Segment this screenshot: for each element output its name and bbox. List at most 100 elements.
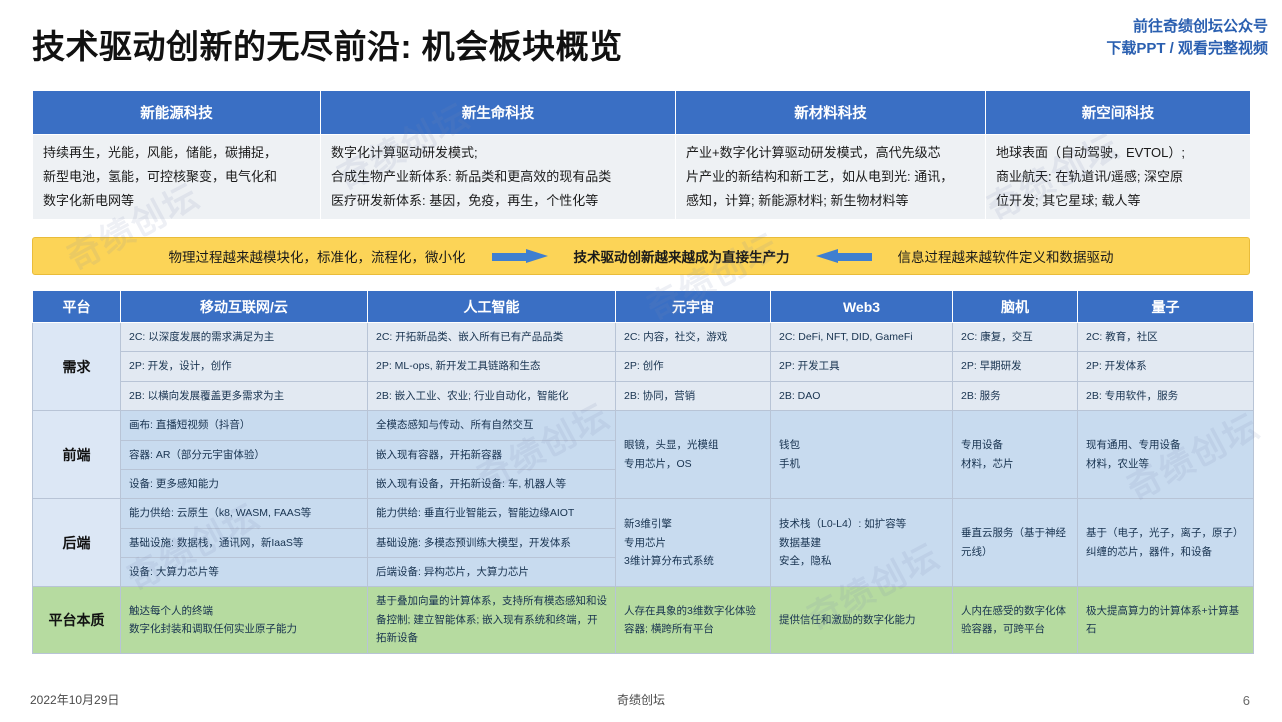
tech-cell-new-energy: 持续再生，光能，风能，储能，碳捕捉， 新型电池，氢能，可控核聚变，电气化和 数字…: [32, 133, 321, 221]
tech-table-header-row: 新能源科技 新生命科技 新材料科技 新空间科技: [32, 90, 1251, 135]
cell-essence-bci: 人内在感受的数字化体验容器，可跨平台: [952, 586, 1078, 654]
top-right-promo[interactable]: 前往奇绩创坛公众号 下载PPT / 观看完整视频: [1106, 16, 1268, 60]
cell-back-mobile-3: 设备: 大算力芯片等: [120, 556, 368, 588]
cell-line: 眼镜，头显，光模组: [624, 439, 719, 452]
cell-back-mobile-1: 能力供给: 云原生（k8, WASM, FAAS等: [120, 498, 368, 529]
matrix-rowlabel-backend: 后端: [32, 498, 121, 588]
cell-line: 专用芯片: [624, 536, 666, 549]
platform-matrix-table: 平台 移动互联网/云 人工智能 元宇宙 Web3 脑机 量子 需求 2C: 以深…: [32, 290, 1254, 654]
tech-cell-line: 位开发; 其它星球; 载人等: [996, 193, 1141, 209]
tech-header-new-material: 新材料科技: [675, 90, 986, 135]
tech-overview-table: 新能源科技 新生命科技 新材料科技 新空间科技 持续再生，光能，风能，储能，碳捕…: [32, 90, 1251, 221]
cell-demand-web3-2p: 2P: 开发工具: [770, 351, 953, 382]
tech-cell-line: 商业航天: 在轨道讯/遥感; 深空原: [996, 169, 1184, 185]
cell-back-metaverse: 新3维引擎 专用芯片 3维计算分布式系统: [615, 498, 771, 588]
tech-cell-new-life: 数字化计算驱动研发模式; 合成生物产业新体系: 新品类和更高效的现有品类 医疗研…: [320, 133, 676, 221]
table-row: 需求 2C: 以深度发展的需求满足为主 2C: 开拓新品类、嵌入所有已有产品品类…: [32, 321, 1254, 412]
cell-demand-web3-2b: 2B: DAO: [770, 380, 953, 412]
cell-line: 材料，农业等: [1086, 457, 1149, 470]
promo-line-1: 前往奇绩创坛公众号: [1132, 18, 1268, 35]
matrix-col-quantum: 量子: [1077, 290, 1254, 323]
footer-brand: 奇绩创坛: [616, 693, 665, 707]
cell-line: 新3维引擎: [624, 518, 672, 531]
cell-demand-ai-2c: 2C: 开拓新品类、嵌入所有已有产品品类: [367, 321, 616, 353]
footer-divider: [0, 675, 1282, 676]
arrow-left-icon: [815, 248, 872, 264]
cell-demand-web3-2c: 2C: DeFi, NFT, DID, GameFi: [770, 321, 953, 353]
footer-date: 2022年10月29日: [30, 693, 120, 707]
matrix-rowlabel-essence: 平台本质: [32, 586, 121, 654]
tech-header-new-space: 新空间科技: [985, 90, 1251, 135]
cell-demand-ai-2b: 2B: 嵌入工业、农业; 行业自动化，智能化: [367, 380, 616, 412]
cell-back-ai-1: 能力供给: 垂直行业智能云，智能边缘AIOT: [367, 498, 616, 529]
cell-line: 专用设备: [961, 439, 1003, 452]
matrix-col-mobile: 移动互联网/云: [120, 290, 368, 323]
tech-cell-line: 合成生物产业新体系: 新品类和更高效的现有品类: [331, 169, 612, 185]
tech-cell-line: 产业+数字化计算驱动研发模式，高代先级芯: [686, 145, 941, 160]
banner-center-text: 技术驱动创新越来越成为直接生产力: [573, 250, 790, 265]
cell-front-mobile-2: 容器: AR（部分元宇宙体验）: [120, 439, 368, 470]
tech-cell-new-material: 产业+数字化计算驱动研发模式，高代先级芯 片产业的新结构和新工艺，如从电到光: …: [675, 133, 986, 221]
cell-essence-web3: 提供信任和激励的数字化能力: [770, 586, 953, 654]
matrix-col-web3: Web3: [770, 290, 953, 323]
cell-line: 技术栈（L0-L4）: 如扩容等: [779, 518, 907, 531]
cell-back-quantum: 基于（电子，光子，离子，原子）纠缠的芯片，器件，和设备: [1077, 498, 1254, 588]
cell-line: 手机: [779, 457, 800, 470]
cell-line: 专用芯片，OS: [624, 457, 692, 470]
tech-cell-line: 数字化新电网等: [43, 193, 135, 209]
matrix-col-bci: 脑机: [952, 290, 1078, 323]
cell-essence-quantum: 极大提高算力的计算体系+计算基石: [1077, 586, 1254, 654]
tech-cell-line: 新型电池，氢能，可控核聚变，电气化和: [43, 169, 278, 185]
cell-front-ai-2: 嵌入现有容器，开拓新容器: [367, 439, 616, 470]
cell-demand-quantum-2c: 2C: 教育，社区: [1077, 321, 1254, 353]
cell-back-ai-3: 后端设备: 异构芯片，大算力芯片: [367, 556, 616, 588]
cell-demand-quantum-2b: 2B: 专用软件，服务: [1077, 380, 1254, 412]
cell-essence-ai: 基于叠加向量的计算体系，支持所有模态感知和设备控制; 建立智能体系; 嵌入现有系…: [367, 586, 616, 654]
table-row: 平台本质 触达每个人的终端 数字化封装和调取任何实业原子能力 基于叠加向量的计算体…: [32, 586, 1254, 654]
table-row: 基础设施: 数据栈，通讯网，新IaaS等 基础设施: 多模态预训练大模型，开发体…: [33, 527, 1254, 559]
cell-back-ai-2: 基础设施: 多模态预训练大模型，开发体系: [367, 527, 616, 559]
cell-demand-metaverse-2c: 2C: 内容，社交，游戏: [615, 321, 771, 353]
table-row: 2B: 以横向发展覆盖更多需求为主 2B: 嵌入工业、农业; 行业自动化，智能化…: [33, 380, 1254, 412]
cell-demand-bci-2p: 2P: 早期研发: [952, 351, 1078, 382]
table-row: 容器: AR（部分元宇宙体验） 嵌入现有容器，开拓新容器: [33, 439, 1254, 470]
cell-front-mobile-1: 画布: 直播短视频（抖音）: [120, 410, 368, 441]
cell-line: 钱包: [779, 439, 800, 452]
tech-cell-line: 医疗研发新体系: 基因，免疫，再生，个性化等: [331, 193, 599, 209]
tech-header-new-life: 新生命科技: [320, 90, 676, 135]
cell-back-bci: 垂直云服务（基于神经元线）: [952, 498, 1078, 588]
cell-front-metaverse: 眼镜，头显，光模组 专用芯片，OS: [615, 410, 771, 500]
cell-essence-mobile: 触达每个人的终端 数字化封装和调取任何实业原子能力: [120, 586, 368, 654]
tech-cell-line: 地球表面（自动驾驶，EVTOL）;: [996, 145, 1186, 160]
banner-right-text: 信息过程越来越软件定义和数据驱动: [897, 250, 1114, 265]
cell-demand-ai-2p: 2P: ML-ops, 新开发工具链路和生态: [367, 351, 616, 382]
tech-cell-line: 感知，计算; 新能源材料; 新生物材料等: [686, 193, 909, 209]
table-row: 后端 能力供给: 云原生（k8, WASM, FAAS等 能力供给: 垂直行业智…: [32, 498, 1254, 588]
cell-back-mobile-2: 基础设施: 数据栈，通讯网，新IaaS等: [120, 527, 368, 559]
insight-banner: 物理过程越来越模块化，标准化，流程化，微小化 技术驱动创新越来越成为直接生产力 …: [32, 237, 1250, 275]
tech-cell-line: 数字化计算驱动研发模式;: [331, 145, 478, 160]
page-title: 技术驱动创新的无尽前沿: 机会板块概览: [32, 28, 623, 65]
matrix-col-metaverse: 元宇宙: [615, 290, 771, 323]
cell-front-mobile-3: 设备: 更多感知能力: [120, 468, 368, 500]
cell-back-web3: 技术栈（L0-L4）: 如扩容等 数据基建 安全，隐私: [770, 498, 953, 588]
cell-line: 材料，芯片: [961, 457, 1014, 470]
table-row: 设备: 大算力芯片等 后端设备: 异构芯片，大算力芯片: [33, 556, 1254, 588]
cell-demand-mobile-2c: 2C: 以深度发展的需求满足为主: [120, 321, 368, 353]
table-row: 2P: 开发，设计，创作 2P: ML-ops, 新开发工具链路和生态 2P: …: [33, 351, 1254, 382]
cell-demand-quantum-2p: 2P: 开发体系: [1077, 351, 1254, 382]
tech-cell-line: 片产业的新结构和新工艺，如从电到光: 通讯，: [686, 169, 954, 185]
tech-table-body-row: 持续再生，光能，风能，储能，碳捕捉， 新型电池，氢能，可控核聚变，电气化和 数字…: [32, 133, 1251, 221]
cell-front-quantum: 现有通用、专用设备 材料，农业等: [1077, 410, 1254, 500]
table-row: 前端 画布: 直播短视频（抖音） 全模态感知与传动、所有自然交互 眼镜，头显，光…: [32, 410, 1254, 500]
matrix-header-row: 平台 移动互联网/云 人工智能 元宇宙 Web3 脑机 量子: [32, 290, 1254, 323]
cell-front-web3: 钱包 手机: [770, 410, 953, 500]
cell-demand-metaverse-2p: 2P: 创作: [615, 351, 771, 382]
cell-line: 3维计算分布式系统: [624, 555, 714, 567]
tech-cell-new-space: 地球表面（自动驾驶，EVTOL）; 商业航天: 在轨道讯/遥感; 深空原 位开发…: [985, 133, 1251, 221]
cell-demand-bci-2c: 2C: 康复，交互: [952, 321, 1078, 353]
cell-line: 安全，隐私: [779, 555, 832, 567]
matrix-col-ai: 人工智能: [367, 290, 616, 323]
cell-front-ai-3: 嵌入现有设备，开拓新设备: 车, 机器人等: [367, 468, 616, 500]
cell-front-bci: 专用设备 材料，芯片: [952, 410, 1078, 500]
